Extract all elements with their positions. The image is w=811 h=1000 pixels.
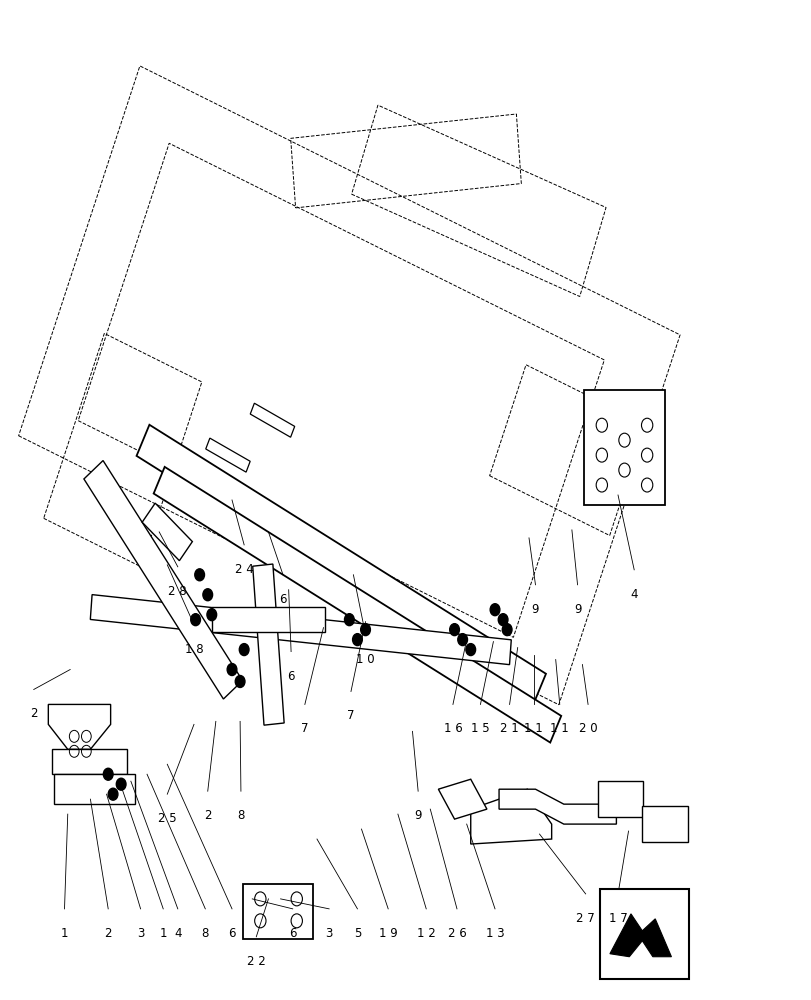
Circle shape [116,778,126,790]
Polygon shape [250,403,294,437]
Text: 1 5: 1 5 [470,722,489,735]
Text: 2: 2 [204,809,211,822]
Polygon shape [242,884,312,939]
Circle shape [203,589,212,601]
Circle shape [457,634,467,646]
Text: 1 1: 1 1 [550,722,569,735]
Circle shape [498,614,508,626]
Text: 4: 4 [629,588,637,601]
Text: 9: 9 [414,809,422,822]
Text: 6: 6 [287,670,294,683]
Text: 2 5: 2 5 [158,812,176,825]
Text: 7: 7 [347,709,354,722]
Text: 1 8: 1 8 [184,643,203,656]
Text: 8: 8 [201,927,208,940]
Polygon shape [470,789,551,844]
Polygon shape [49,704,110,749]
Bar [597,781,642,817]
Text: 2 1: 2 1 [500,722,518,735]
Text: 3: 3 [325,927,333,940]
Text: 1 7: 1 7 [608,912,627,925]
Text: 1 3: 1 3 [485,927,504,940]
Text: 2: 2 [30,707,37,720]
Polygon shape [51,749,127,774]
Circle shape [502,624,512,636]
Polygon shape [205,438,250,472]
Text: 1 1: 1 1 [524,722,543,735]
Polygon shape [153,467,560,743]
Text: 2: 2 [105,927,112,940]
Polygon shape [438,779,487,819]
Text: 2 4: 2 4 [234,563,253,576]
Circle shape [449,624,459,636]
Text: 2 0: 2 0 [578,722,597,735]
Text: 4: 4 [174,927,182,940]
Polygon shape [609,914,671,957]
Circle shape [227,664,237,676]
Polygon shape [583,390,664,505]
Text: 9: 9 [573,603,581,616]
Circle shape [239,644,249,656]
Text: 1 9: 1 9 [379,927,397,940]
Bar [599,889,689,979]
Polygon shape [84,461,242,699]
Polygon shape [54,774,135,804]
Text: 8: 8 [237,809,244,822]
Polygon shape [499,789,616,824]
Text: 1 6: 1 6 [443,722,461,735]
Polygon shape [212,607,324,632]
Circle shape [191,614,200,626]
Text: 2 2: 2 2 [247,955,265,968]
Text: 1: 1 [159,927,167,940]
Text: 2 6: 2 6 [447,927,466,940]
Text: 1 0: 1 0 [356,653,375,666]
Bar [642,806,687,842]
Text: 2 7: 2 7 [576,912,594,925]
Polygon shape [90,595,511,665]
Polygon shape [136,425,545,705]
Circle shape [195,569,204,581]
Circle shape [360,624,370,636]
Circle shape [352,634,362,646]
Text: 2 8: 2 8 [168,585,187,598]
Polygon shape [252,564,284,725]
Text: 9: 9 [531,603,539,616]
Circle shape [466,644,475,656]
Circle shape [490,604,500,616]
Text: 1: 1 [61,927,68,940]
Text: 6: 6 [279,593,286,606]
Text: 1 2: 1 2 [416,927,435,940]
Circle shape [207,609,217,621]
Text: 6: 6 [289,927,296,940]
Text: 7: 7 [301,722,308,735]
Text: 6: 6 [228,927,235,940]
Circle shape [235,676,245,687]
Text: 3: 3 [137,927,144,940]
Text: 5: 5 [354,927,361,940]
Polygon shape [142,503,192,561]
Circle shape [108,788,118,800]
Circle shape [344,614,354,626]
Circle shape [103,768,113,780]
